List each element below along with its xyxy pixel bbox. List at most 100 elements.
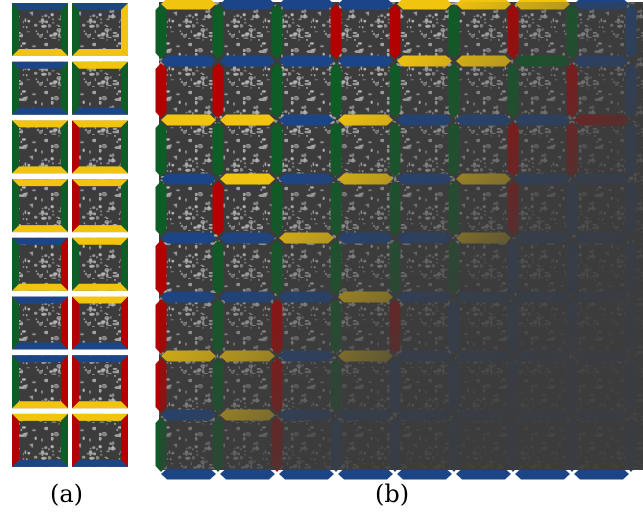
tile-a-left-edge <box>12 179 19 233</box>
tile-a-top-edge <box>12 296 68 304</box>
tile-a-left-edge <box>12 120 19 174</box>
tile-a-right-edge <box>61 3 68 56</box>
panel-b-fade-overlay <box>159 2 643 470</box>
tile-a-top-edge <box>12 237 68 245</box>
tile-a-right-edge <box>121 3 128 56</box>
tile-a-texture <box>12 61 68 115</box>
tile-a-right-edge <box>121 179 128 233</box>
tile-a-right-edge <box>61 355 68 409</box>
tile-a-top-edge <box>72 120 128 128</box>
tile-a-texture <box>72 179 128 233</box>
tile-a-bottom-edge <box>12 283 68 291</box>
tile-a <box>72 237 128 291</box>
tile-b-horizontal-edge <box>397 468 452 480</box>
tile-a-right-edge <box>121 296 128 350</box>
tile-a-top-edge <box>72 296 128 304</box>
tile-a-left-edge <box>12 355 19 409</box>
tile-a-texture <box>12 179 68 233</box>
tile-a-top-edge <box>72 355 128 363</box>
tile-a-left-edge <box>72 120 79 174</box>
tile-a-bottom-edge <box>72 283 128 291</box>
tile-a-texture <box>72 355 128 409</box>
tile-a-bottom-edge <box>12 225 68 233</box>
tile-a-texture <box>12 413 68 467</box>
tile-a-left-edge <box>72 296 79 350</box>
tile-a-top-edge <box>12 355 68 363</box>
tile-a-left-edge <box>72 179 79 233</box>
tile-a-bottom-edge <box>72 459 128 467</box>
tile-b-horizontal-edge <box>515 468 570 480</box>
tile-a <box>72 179 128 233</box>
tile-a-top-edge <box>72 179 128 187</box>
tile-a-right-edge <box>121 120 128 174</box>
tile-a-left-edge <box>12 3 19 56</box>
tile-a-texture <box>12 296 68 350</box>
tile-a-bottom-edge <box>72 401 128 409</box>
tile-a <box>12 296 68 350</box>
tile-a <box>72 61 128 115</box>
tile-a <box>72 3 128 56</box>
tile-a-right-edge <box>121 355 128 409</box>
tile-b-horizontal-edge <box>220 468 275 480</box>
tile-a-left-edge <box>12 237 19 291</box>
tile-a-bottom-edge <box>12 342 68 350</box>
tile-a-texture <box>12 120 68 174</box>
tile-a-left-edge <box>72 237 79 291</box>
tile-a-right-edge <box>61 237 68 291</box>
tile-a-bottom-edge <box>12 459 68 467</box>
tile-a-bottom-edge <box>72 107 128 115</box>
tile-a-texture <box>72 296 128 350</box>
tile-a-bottom-edge <box>72 225 128 233</box>
tile-b-horizontal-edge <box>279 468 334 480</box>
tile-a-left-edge <box>12 413 19 467</box>
tile-a-bottom-edge <box>12 166 68 174</box>
tile-a-right-edge <box>61 61 68 115</box>
tile-b-horizontal-edge <box>338 468 393 480</box>
tile-a-texture <box>12 237 68 291</box>
tile-a-texture <box>72 237 128 291</box>
tile-a-left-edge <box>12 61 19 115</box>
tile-a-texture <box>72 120 128 174</box>
panel-b <box>155 0 643 480</box>
panel-a <box>12 3 128 467</box>
tile-a-bottom-edge <box>12 401 68 409</box>
tile-a-bottom-edge <box>12 107 68 115</box>
tile-a-texture <box>12 355 68 409</box>
tile-a-texture <box>12 3 68 56</box>
tile-a-left-edge <box>72 413 79 467</box>
tile-a-bottom-edge <box>72 166 128 174</box>
tile-a-top-edge <box>12 120 68 128</box>
tile-a-top-edge <box>72 237 128 245</box>
tile-a-left-edge <box>12 296 19 350</box>
tile-a-right-edge <box>121 413 128 467</box>
tile-a <box>12 120 68 174</box>
tile-a-bottom-edge <box>72 49 128 56</box>
tile-b-horizontal-edge <box>161 468 216 480</box>
tile-a <box>12 179 68 233</box>
tile-a-texture <box>72 413 128 467</box>
tile-a-right-edge <box>61 413 68 467</box>
panel-a-caption: (a) <box>50 480 84 508</box>
tile-a-right-edge <box>61 120 68 174</box>
tile-a-bottom-edge <box>12 49 68 56</box>
tile-a-texture <box>72 61 128 115</box>
tile-a-top-edge <box>12 61 68 69</box>
tile-a <box>12 237 68 291</box>
tile-a <box>12 3 68 56</box>
tile-a-left-edge <box>72 355 79 409</box>
tile-a-right-edge <box>61 179 68 233</box>
tile-a-top-edge <box>72 413 128 421</box>
tile-a <box>72 296 128 350</box>
tile-a-left-edge <box>72 61 79 115</box>
tile-a-left-edge <box>72 3 79 56</box>
tile-a-top-edge <box>12 3 68 10</box>
tile-a-top-edge <box>12 179 68 187</box>
tile-a-right-edge <box>61 296 68 350</box>
tile-a <box>72 355 128 409</box>
tile-a <box>72 120 128 174</box>
tile-a-top-edge <box>12 413 68 421</box>
tile-a-bottom-edge <box>72 342 128 350</box>
tile-a <box>12 355 68 409</box>
tile-a <box>72 413 128 467</box>
